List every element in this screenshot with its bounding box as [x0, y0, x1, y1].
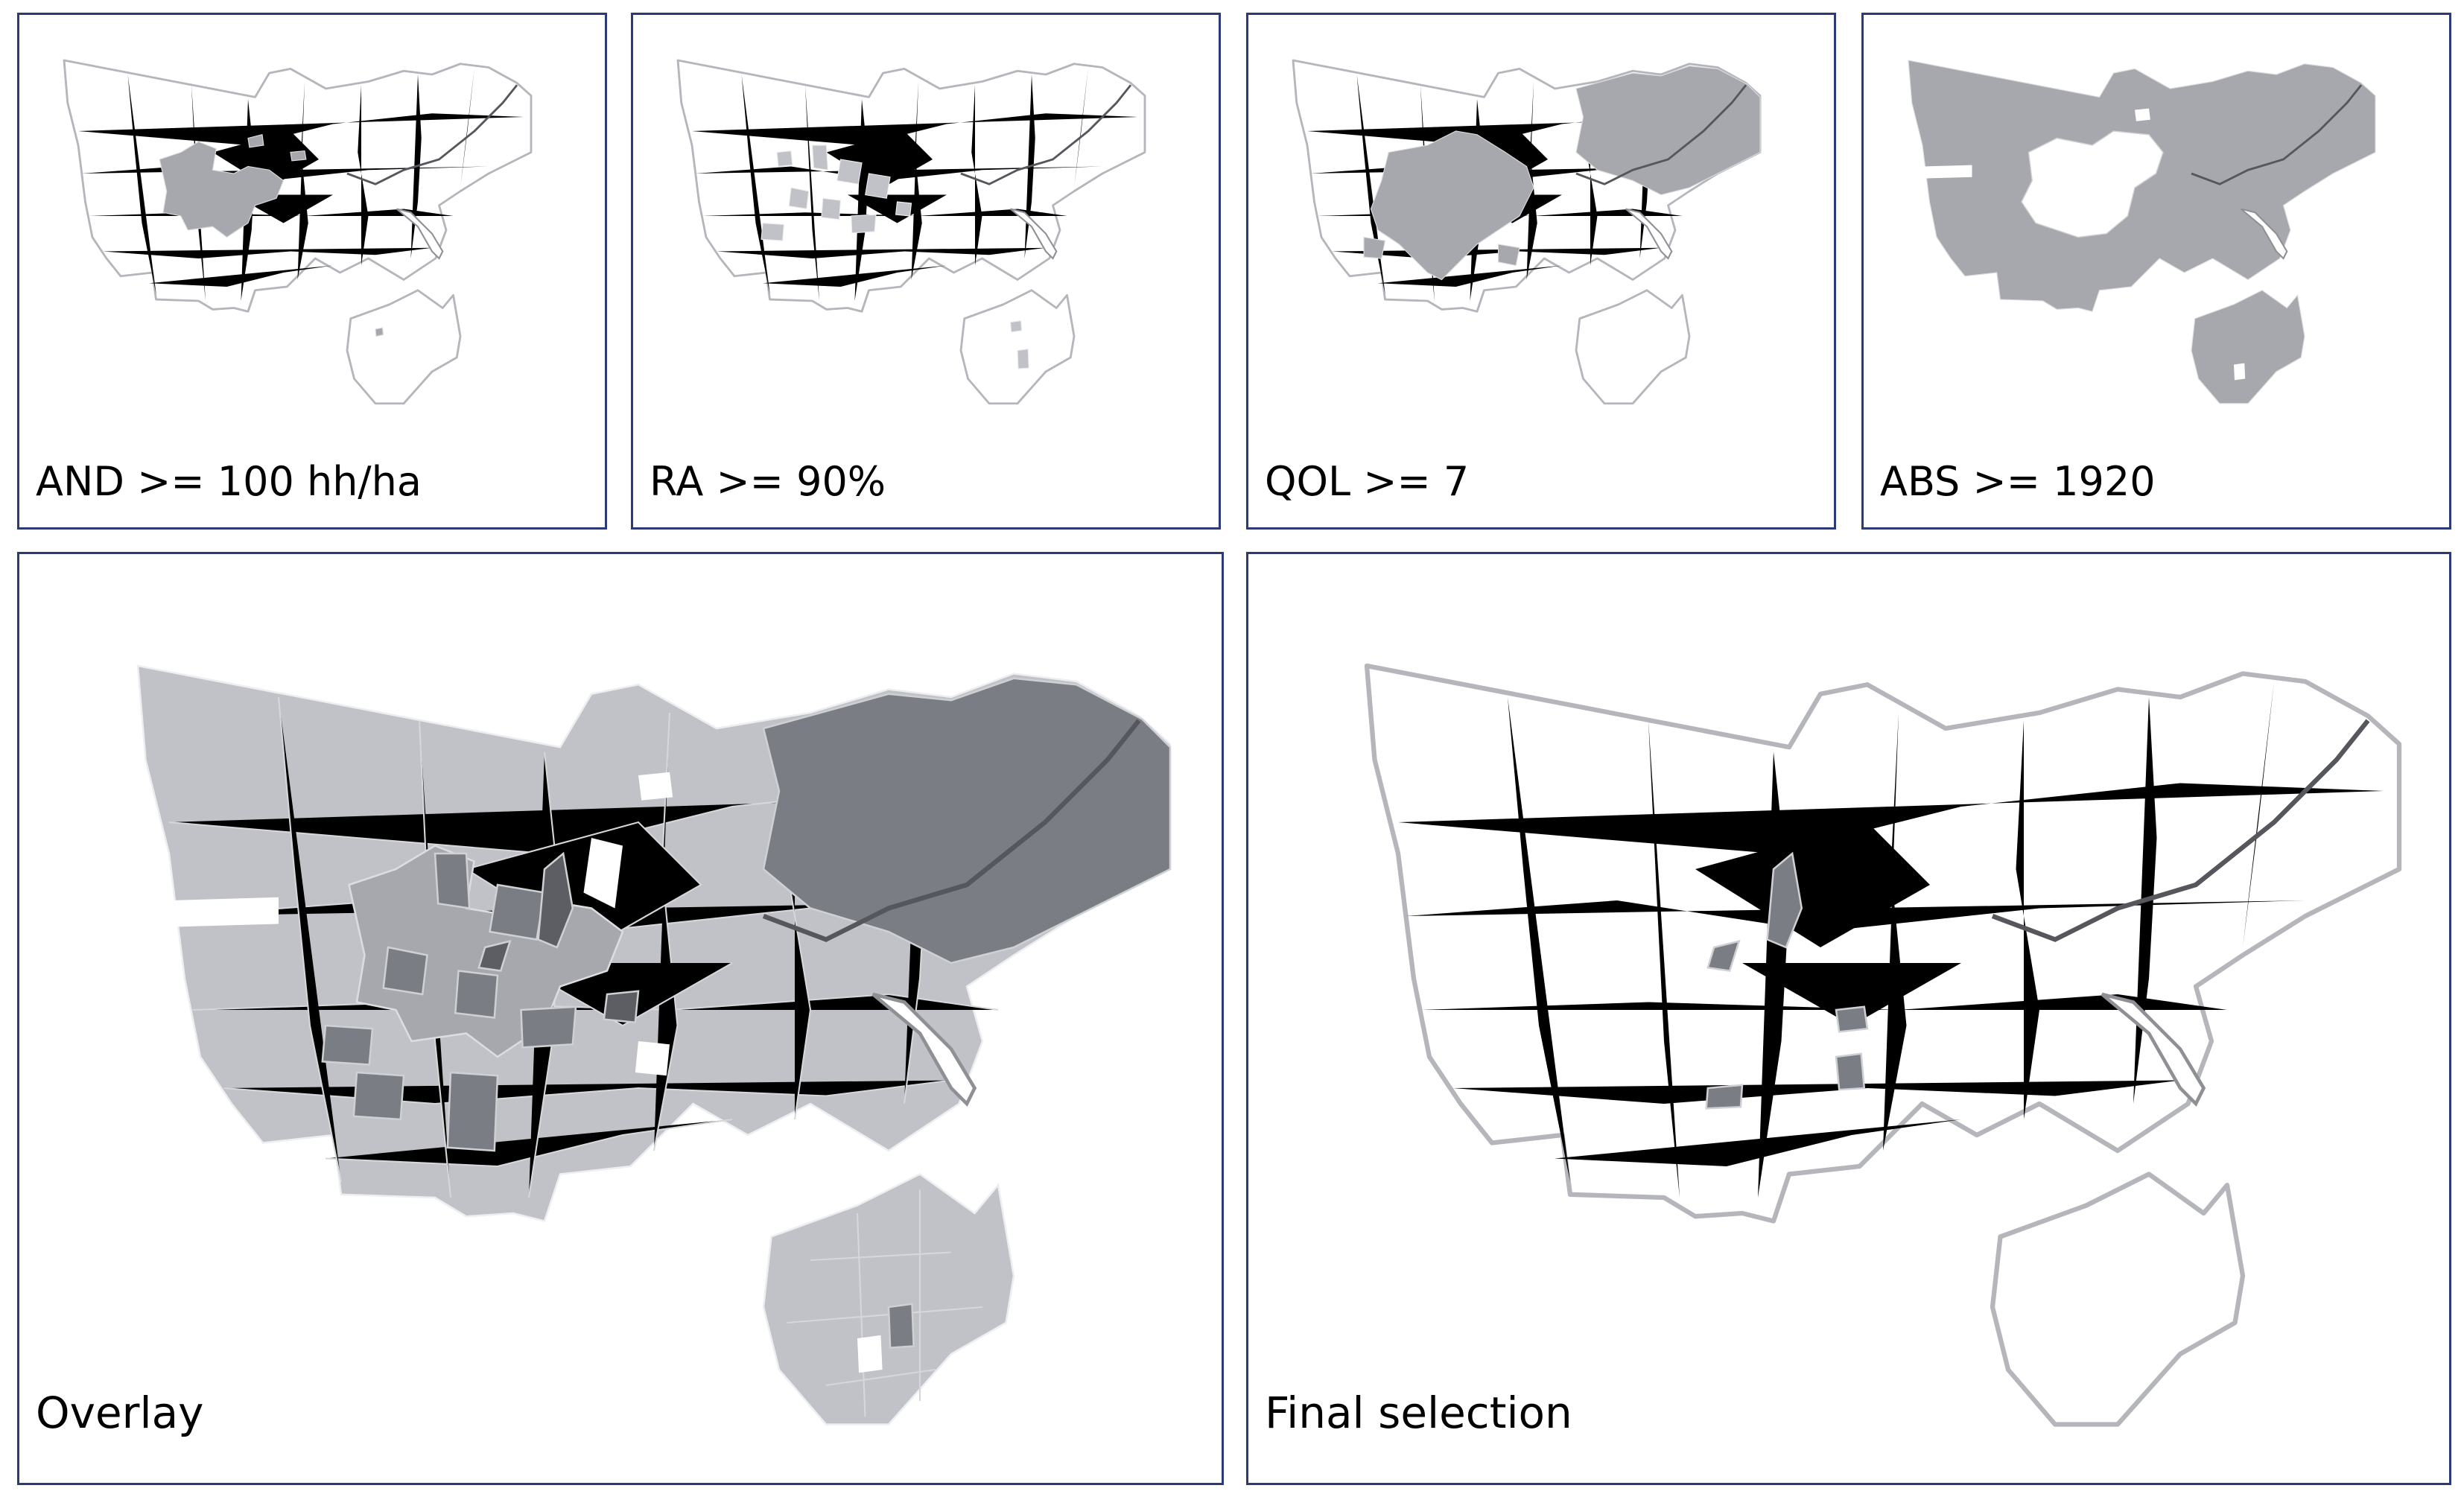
map-qol — [1292, 59, 1762, 405]
panel-label: ABS >= 1920 — [1880, 458, 2156, 505]
overlay-unselected — [169, 897, 279, 927]
final-selected-district — [1766, 851, 1803, 949]
ra-selected-districts — [776, 150, 793, 168]
overlay-level-4 — [537, 851, 574, 949]
final-selected-district — [1706, 939, 1741, 972]
panel-final-selection: Final selection — [1246, 552, 2451, 1485]
panel-overlay: Overlay — [17, 552, 1224, 1485]
panel-qol: QOL >= 7 — [1246, 13, 1836, 530]
map-ra — [676, 59, 1146, 405]
final-selected-district — [1835, 1052, 1866, 1091]
panel-abs: ABS >= 1920 — [1861, 13, 2451, 530]
panel-ra: RA >= 90% — [631, 13, 1221, 530]
and-selected-districts — [159, 141, 285, 238]
panel-label: Overlay — [36, 1388, 204, 1438]
final-selected-district — [1835, 1005, 1869, 1033]
map-abs — [1908, 60, 2376, 404]
panel-label: QOL >= 7 — [1265, 458, 1470, 505]
map-final-selection — [1248, 554, 2449, 1483]
map-and-density — [63, 59, 533, 405]
panel-label: Final selection — [1265, 1388, 1572, 1438]
panel-label: AND >= 100 hh/ha — [36, 458, 422, 505]
abs-unselected-core — [2021, 130, 2164, 238]
overlay-level-3 — [762, 677, 1172, 964]
map-overlay — [136, 664, 1172, 1426]
panel-and-density: AND >= 100 hh/ha — [17, 13, 607, 530]
final-selected-district — [1705, 1084, 1744, 1110]
panel-label: RA >= 90% — [650, 458, 886, 505]
qol-selected-districts — [1575, 66, 1761, 196]
